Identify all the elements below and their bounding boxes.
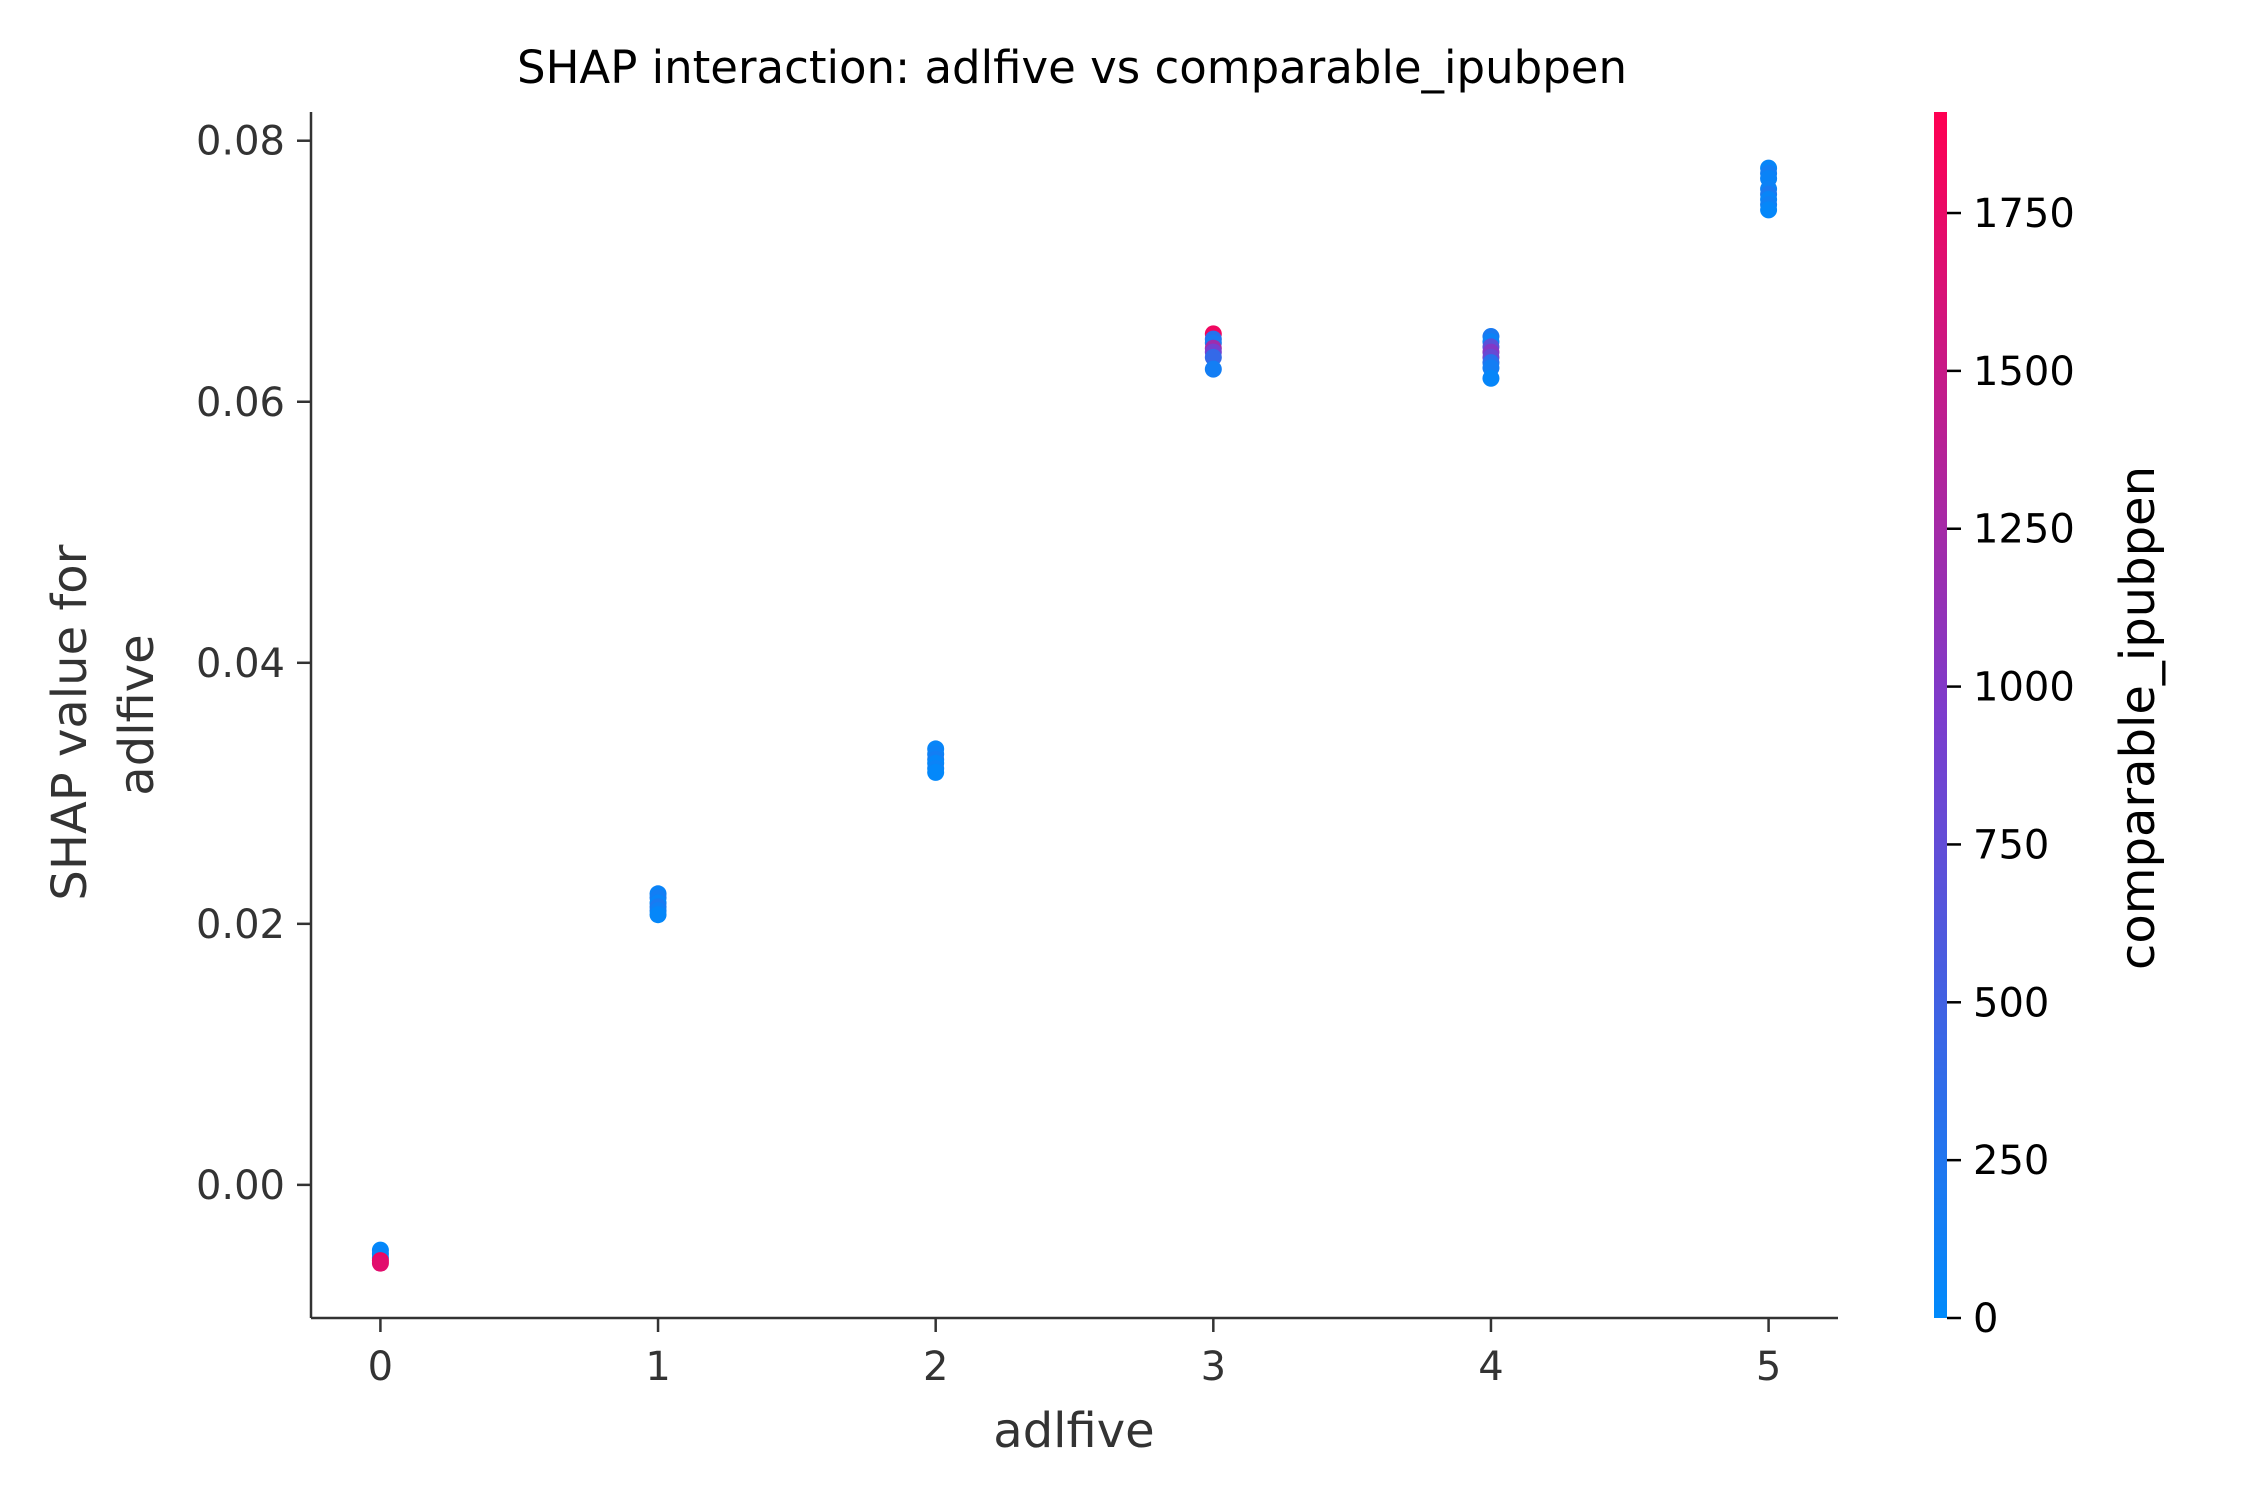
colorbar-tick-label: 0 [1973, 1296, 1998, 1342]
scatter-point [371, 1254, 389, 1272]
colorbar-ticks: 0 250 500 750 1000 1250 1500 1750 [1947, 191, 2075, 1342]
scatter-point [1760, 201, 1778, 219]
colorbar-tick-label: 1500 [1973, 349, 2075, 395]
x-tick-label: 5 [1756, 1344, 1781, 1390]
y-tick-label: 0.00 [196, 1163, 285, 1209]
colorbar-tick-label: 250 [1973, 1138, 2049, 1184]
colorbar-tick-label: 750 [1973, 822, 2049, 868]
x-tick-label: 2 [923, 1344, 948, 1390]
colorbar: 0 250 500 750 1000 1250 1500 1750 comparable_ip… [1934, 112, 2166, 1342]
chart-title: SHAP interaction: adlfive vs comparable_… [517, 41, 1627, 94]
y-axis-label-line2: adlfive [109, 634, 165, 795]
scatter-point [1482, 369, 1500, 387]
y-tick-label: 0.02 [196, 902, 285, 948]
y-axis-label: SHAP value for adlfive [42, 529, 165, 900]
scatter-points [371, 159, 1778, 1272]
y-tick-label: 0.08 [196, 119, 285, 165]
x-tick-label: 0 [368, 1344, 393, 1390]
scatter-point [649, 906, 667, 924]
scatter-point [1204, 360, 1222, 378]
y-tick-label: 0.04 [196, 641, 285, 687]
y-tick-label: 0.06 [196, 380, 285, 426]
colorbar-tick-label: 1000 [1973, 665, 2075, 711]
x-axis-label: adlfive [993, 1403, 1154, 1459]
scatter-point [1204, 348, 1222, 366]
colorbar-tick-label: 500 [1973, 980, 2049, 1026]
scatter-point [927, 763, 945, 781]
plot-area: 0 1 2 3 4 5 0.00 0.02 0.04 0.06 0.08 [196, 112, 1838, 1390]
colorbar-tick-label: 1250 [1973, 507, 2075, 553]
y-axis-label-line1: SHAP value for [42, 544, 98, 900]
x-tick-label: 3 [1201, 1344, 1226, 1390]
colorbar-tick-label: 1750 [1973, 191, 2075, 237]
y-ticks: 0.00 0.02 0.04 0.06 0.08 [196, 119, 311, 1209]
x-ticks: 0 1 2 3 4 5 [368, 1318, 1781, 1390]
x-tick-label: 4 [1478, 1344, 1503, 1390]
x-tick-label: 1 [645, 1344, 670, 1390]
colorbar-gradient [1934, 112, 1947, 1318]
colorbar-label: comparable_ipubpen [2110, 466, 2166, 970]
